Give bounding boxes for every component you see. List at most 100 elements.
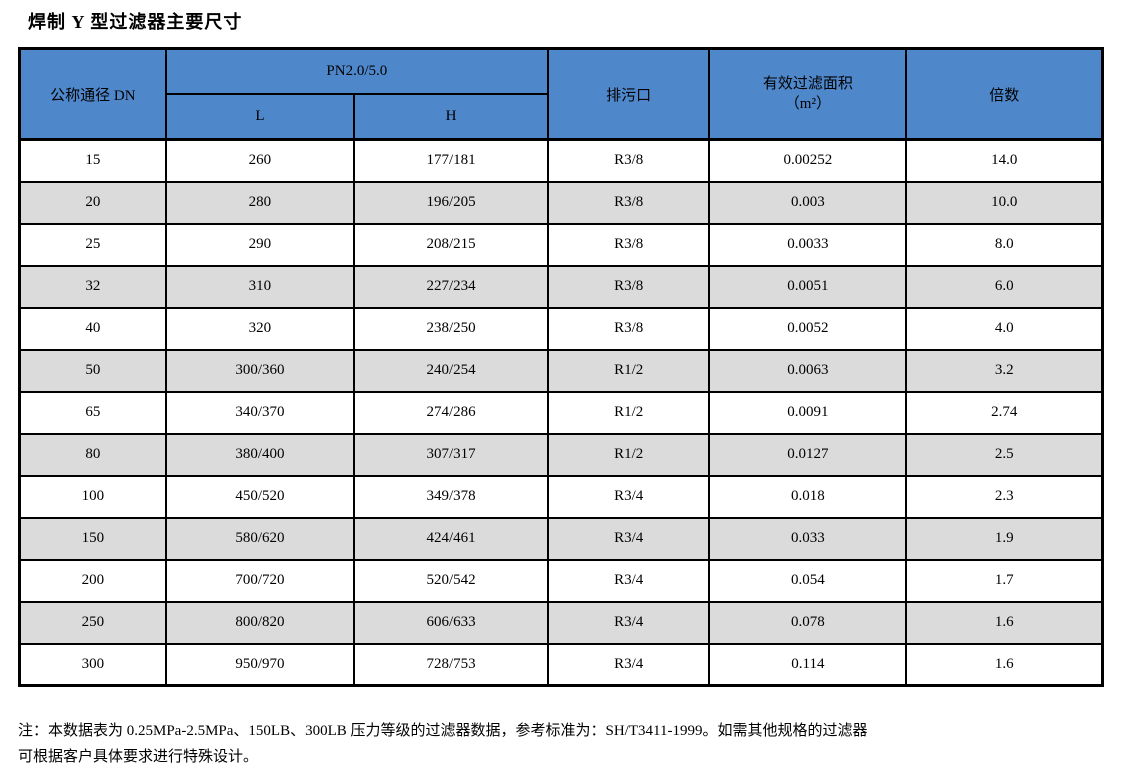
cell-l: 450/520 <box>164 474 356 519</box>
cell-ratio: 8.0 <box>905 222 1104 267</box>
cell-area: 0.0052 <box>708 306 908 351</box>
cell-dn: 250 <box>18 600 167 645</box>
cell-ratio: 2.74 <box>905 390 1104 435</box>
cell-area: 0.054 <box>708 558 908 603</box>
cell-dn: 300 <box>18 642 167 687</box>
header-drain-port: 排污口 <box>546 47 711 141</box>
cell-drain: R1/2 <box>546 390 711 435</box>
cell-l: 800/820 <box>164 600 356 645</box>
cell-dn: 40 <box>18 306 167 351</box>
footnote-line-2: 可根据客户具体要求进行特殊设计。 <box>18 748 259 765</box>
cell-ratio: 1.7 <box>905 558 1104 603</box>
cell-l: 320 <box>164 306 356 351</box>
header-length-l: L <box>164 92 356 141</box>
cell-area: 0.033 <box>708 516 908 561</box>
cell-area: 0.0091 <box>708 390 908 435</box>
cell-area: 0.0051 <box>708 264 908 309</box>
table-row: 300 950/970 728/753 R3/4 0.114 1.6 <box>18 642 1104 687</box>
cell-l: 380/400 <box>164 432 356 477</box>
cell-l: 700/720 <box>164 558 356 603</box>
header-height-h: H <box>353 92 549 141</box>
cell-ratio: 2.3 <box>905 474 1104 519</box>
cell-l: 950/970 <box>164 642 356 687</box>
footnote: 注：本数据表为 0.25MPa-2.5MPa、150LB、300LB 压力等级的… <box>18 719 1108 771</box>
cell-ratio: 6.0 <box>905 264 1104 309</box>
cell-drain: R3/8 <box>546 222 711 267</box>
table-row: 80 380/400 307/317 R1/2 0.0127 2.5 <box>18 432 1104 477</box>
cell-area: 0.018 <box>708 474 908 519</box>
cell-h: 606/633 <box>353 600 549 645</box>
cell-dn: 200 <box>18 558 167 603</box>
cell-h: 240/254 <box>353 348 549 393</box>
cell-area: 0.003 <box>708 180 908 225</box>
cell-h: 227/234 <box>353 264 549 309</box>
cell-l: 290 <box>164 222 356 267</box>
footnote-line-1: 注：本数据表为 0.25MPa-2.5MPa、150LB、300LB 压力等级的… <box>18 723 868 739</box>
header-ratio: 倍数 <box>905 47 1104 141</box>
cell-dn: 50 <box>18 348 167 393</box>
cell-h: 196/205 <box>353 180 549 225</box>
table-row: 20 280 196/205 R3/8 0.003 10.0 <box>18 180 1104 225</box>
cell-area: 0.078 <box>708 600 908 645</box>
cell-ratio: 1.6 <box>905 600 1104 645</box>
cell-l: 280 <box>164 180 356 225</box>
cell-drain: R1/2 <box>546 348 711 393</box>
cell-ratio: 14.0 <box>905 138 1104 183</box>
cell-area: 0.0127 <box>708 432 908 477</box>
cell-dn: 25 <box>18 222 167 267</box>
cell-h: 520/542 <box>353 558 549 603</box>
cell-h: 274/286 <box>353 390 549 435</box>
header-filter-area: 有效过滤面积 （m²） <box>708 47 908 141</box>
table-row: 65 340/370 274/286 R1/2 0.0091 2.74 <box>18 390 1104 435</box>
cell-ratio: 10.0 <box>905 180 1104 225</box>
cell-h: 208/215 <box>353 222 549 267</box>
cell-drain: R1/2 <box>546 432 711 477</box>
cell-dn: 80 <box>18 432 167 477</box>
cell-h: 349/378 <box>353 474 549 519</box>
cell-h: 307/317 <box>353 432 549 477</box>
cell-l: 340/370 <box>164 390 356 435</box>
cell-dn: 32 <box>18 264 167 309</box>
header-filter-area-line1: 有效过滤面积 <box>762 75 853 92</box>
cell-h: 424/461 <box>353 516 549 561</box>
cell-l: 300/360 <box>164 348 356 393</box>
cell-ratio: 3.2 <box>905 348 1104 393</box>
table-row: 250 800/820 606/633 R3/4 0.078 1.6 <box>18 600 1104 645</box>
cell-l: 310 <box>164 264 356 309</box>
cell-dn: 20 <box>18 180 167 225</box>
table-row: 15 260 177/181 R3/8 0.00252 14.0 <box>18 138 1104 183</box>
header-filter-area-line2: （m²） <box>784 96 831 112</box>
table-row: 25 290 208/215 R3/8 0.0033 8.0 <box>18 222 1104 267</box>
cell-drain: R3/8 <box>546 306 711 351</box>
cell-l: 580/620 <box>164 516 356 561</box>
cell-dn: 65 <box>18 390 167 435</box>
cell-drain: R3/4 <box>546 474 711 519</box>
cell-drain: R3/4 <box>546 600 711 645</box>
table-row: 200 700/720 520/542 R3/4 0.054 1.7 <box>18 558 1104 603</box>
cell-ratio: 1.6 <box>905 642 1104 687</box>
cell-area: 0.0063 <box>708 348 908 393</box>
cell-area: 0.00252 <box>708 138 908 183</box>
cell-drain: R3/8 <box>546 138 711 183</box>
cell-drain: R3/8 <box>546 180 711 225</box>
cell-area: 0.114 <box>708 642 908 687</box>
cell-dn: 150 <box>18 516 167 561</box>
cell-h: 177/181 <box>353 138 549 183</box>
cell-dn: 100 <box>18 474 167 519</box>
dimensions-table: 公称通径 DN PN2.0/5.0 排污口 有效过滤面积 （m²） 倍数 L H… <box>18 47 1104 687</box>
cell-drain: R3/8 <box>546 264 711 309</box>
table-row: 32 310 227/234 R3/8 0.0051 6.0 <box>18 264 1104 309</box>
table-row: 50 300/360 240/254 R1/2 0.0063 3.2 <box>18 348 1104 393</box>
table-row: 40 320 238/250 R3/8 0.0052 4.0 <box>18 306 1104 351</box>
cell-dn: 15 <box>18 138 167 183</box>
cell-drain: R3/4 <box>546 516 711 561</box>
table-body: 15 260 177/181 R3/8 0.00252 14.0 20 280 196/205 R… <box>18 138 1104 687</box>
cell-ratio: 1.9 <box>905 516 1104 561</box>
header-pressure-class: PN2.0/5.0 <box>164 47 549 95</box>
cell-l: 260 <box>164 138 356 183</box>
cell-h: 728/753 <box>353 642 549 687</box>
cell-ratio: 2.5 <box>905 432 1104 477</box>
page-title: 焊制 Y 型过滤器主要尺寸 <box>28 12 243 32</box>
cell-h: 238/250 <box>353 306 549 351</box>
